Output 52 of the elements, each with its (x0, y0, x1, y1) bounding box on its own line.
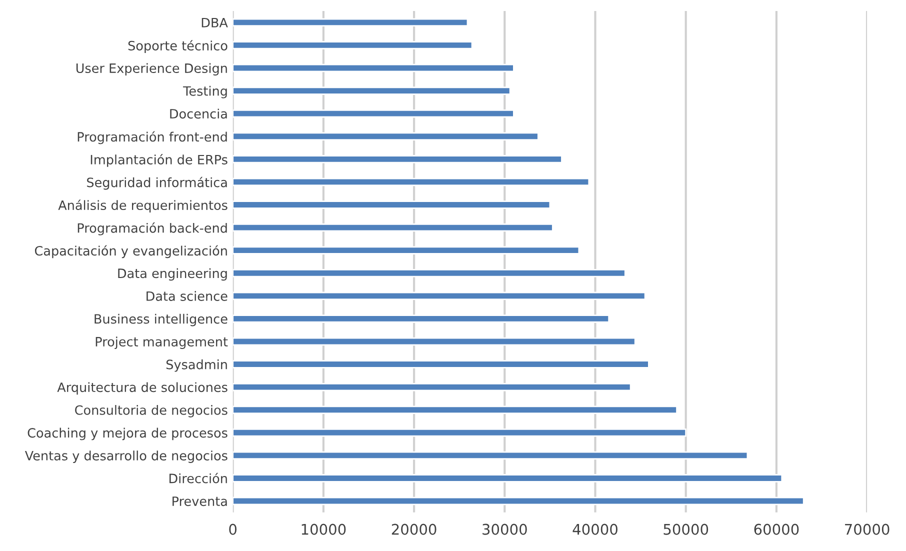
bar (232, 86, 511, 95)
y-tick-label: Ventas y desarrollo de negocios (24, 450, 228, 463)
y-tick-label: Análisis de requerimientos (58, 200, 228, 213)
x-tick-label: 50000 (664, 524, 708, 535)
bar (232, 406, 678, 414)
bar (232, 132, 539, 140)
bar (232, 337, 636, 346)
y-tick-label: Soporte técnico (128, 40, 228, 53)
y-tick-label: Testing (183, 86, 227, 98)
bar (232, 223, 554, 232)
bar (232, 360, 650, 368)
x-tick-label: 10000 (302, 524, 346, 535)
y-tick-label: Arquitectura de soluciones (57, 382, 228, 395)
y-tick-label: Consultoria de negocios (75, 405, 228, 418)
x-tick-label: 20000 (392, 524, 436, 535)
y-tick-label: User Experience Design (76, 63, 227, 76)
y-tick-label: Sysadmin (166, 359, 227, 372)
y-tick-label: Docencia (170, 108, 227, 119)
x-tick-label: 0 (229, 524, 237, 535)
y-tick-label: Programación back-end (78, 222, 227, 236)
y-tick-label: Dirección (170, 472, 227, 484)
bar (232, 155, 562, 164)
y-tick-label: Data engineering (118, 268, 227, 281)
y-tick-label: Seguridad informática (87, 176, 227, 190)
bar (232, 314, 610, 323)
y-tick-label: Programación front-end (78, 131, 227, 144)
bar (232, 178, 590, 186)
bar (232, 64, 514, 72)
bar (232, 41, 473, 50)
y-tick-label: Business intelligence (94, 314, 228, 326)
y-tick-label: DBA (202, 18, 228, 28)
bar (232, 269, 626, 278)
bar (232, 451, 748, 460)
x-tick-label: 40000 (572, 524, 618, 535)
x-tick-label: 70000 (845, 524, 890, 535)
y-tick-label: Capacitación y evangelización (34, 245, 227, 258)
bar (232, 292, 646, 300)
bar (232, 18, 468, 27)
y-tick-label: Project management (96, 336, 228, 350)
bar (232, 382, 632, 392)
y-tick-label: Preventa (172, 496, 227, 506)
y-tick-label: Data science (146, 291, 228, 301)
x-tick-label: 30000 (482, 524, 527, 535)
bar (232, 496, 804, 506)
x-tick-label: 60000 (754, 524, 799, 535)
y-tick-label: Coaching y mejora de procesos (28, 428, 228, 440)
bar (232, 109, 514, 118)
y-tick-label: Implantación de ERPs (90, 154, 228, 167)
bar (232, 200, 551, 209)
bar (232, 428, 687, 437)
bar (232, 246, 580, 254)
bar (232, 474, 783, 482)
